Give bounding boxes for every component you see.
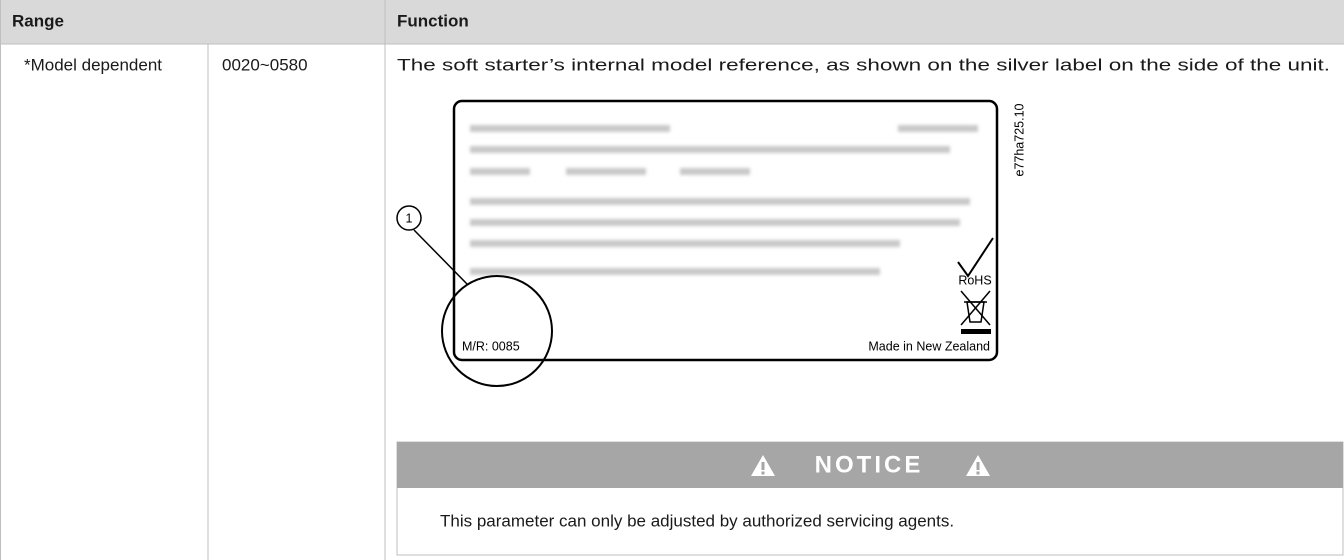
blurred-text: [470, 125, 978, 275]
callout-marker: [396, 205, 422, 231]
value-cell: 0020~0580: [222, 55, 308, 74]
header-row: [0, 0, 1344, 44]
callout-circle: [441, 275, 553, 387]
header-cell: Function: [397, 11, 469, 30]
rohs: RoHS: [958, 273, 991, 287]
label-figure: e77ha725.10 RoHS M/R: 0085 Made in New Z…: [396, 99, 1026, 387]
function-cell: The soft starter’s internal model refere…: [397, 55, 1330, 74]
callout-number: 1: [406, 211, 413, 225]
warning-icon: [966, 455, 990, 476]
check-mark: [957, 237, 994, 278]
callout-line: [413, 229, 469, 286]
model-reference: M/R: 0085: [462, 339, 520, 353]
origin: Made in New Zealand: [868, 339, 990, 353]
label-outline: [452, 99, 999, 362]
weee-bar: [961, 329, 991, 334]
figure-id: e77ha725.10: [1012, 103, 1026, 176]
notice-title: NOTICE: [815, 451, 924, 478]
warning-icon: [751, 455, 775, 476]
weee-icon: [960, 290, 991, 326]
range-cell: *Model dependent: [24, 55, 162, 74]
notice-header: [397, 442, 1343, 488]
header-cell: Range: [12, 11, 64, 30]
notice-text: This parameter can only be adjusted by a…: [440, 511, 954, 530]
